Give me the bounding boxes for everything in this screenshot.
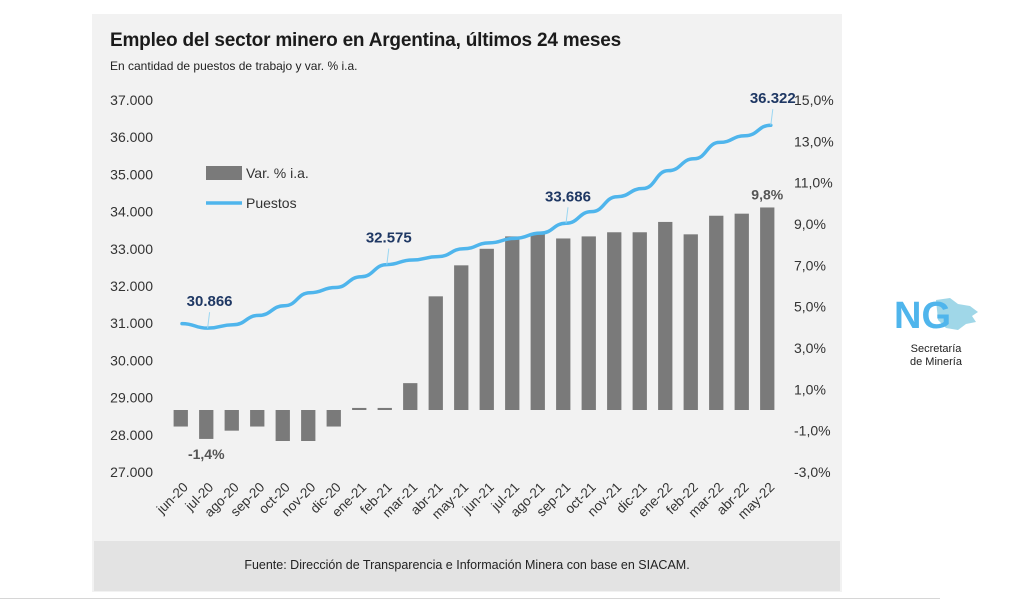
left-axis-tick-label: 35.000: [110, 166, 153, 182]
right-axis-tick-label: 1,0%: [794, 381, 826, 397]
right-axis-tick-label: 13,0%: [794, 133, 834, 149]
bar-var-ia: [301, 410, 316, 441]
right-axis-tick-label: 9,0%: [794, 216, 826, 232]
bar-var-ia: [352, 407, 367, 410]
bar-var-ia: [403, 383, 418, 410]
divider: [0, 598, 940, 599]
logo-text-line1: Secretaría: [910, 343, 962, 355]
right-axis-tick-label: 11,0%: [794, 175, 833, 191]
right-axis-tick-label: 15,0%: [794, 92, 834, 108]
bar-var-ia: [530, 234, 545, 410]
bar-var-ia: [607, 232, 622, 410]
left-axis-tick-label: 31.000: [110, 315, 153, 331]
left-axis-tick-label: 28.000: [110, 427, 153, 443]
source-text: Fuente: Dirección de Transparencia e Inf…: [244, 558, 690, 572]
left-axis-tick-label: 34.000: [110, 204, 153, 220]
bar-var-ia: [632, 232, 647, 410]
data-label-leader: [386, 248, 390, 265]
bar-var-ia: [428, 296, 443, 410]
bar-var-ia: [224, 410, 239, 431]
logo-text-line2: de Minería: [910, 356, 962, 368]
data-label-puestos: 33.686: [545, 188, 591, 205]
bar-var-ia: [479, 248, 494, 410]
bar-var-ia: [658, 221, 673, 410]
line-puestos: [180, 123, 773, 330]
right-axis-tick-label: 7,0%: [794, 257, 826, 273]
bar-var-ia: [377, 407, 392, 410]
right-axis-tick-label: 5,0%: [794, 299, 826, 315]
data-label-var: -1,4%: [188, 446, 225, 462]
data-label-var: 9,8%: [751, 186, 783, 202]
bar-var-ia: [326, 410, 341, 427]
right-axis-tick-label: -1,0%: [794, 423, 831, 439]
chart-title: Empleo del sector minero en Argentina, ú…: [110, 30, 621, 51]
source-footer: Fuente: Dirección de Transparencia e Inf…: [94, 541, 840, 591]
left-axis-tick-label: 33.000: [110, 241, 153, 257]
data-label-puestos: 30.866: [187, 293, 233, 310]
bar-var-ia: [505, 236, 520, 410]
legend-swatch-bar: [206, 166, 242, 180]
bar-var-ia: [199, 410, 214, 439]
left-axis-tick-label: 29.000: [110, 390, 153, 406]
legend-label-line: Puestos: [246, 195, 297, 211]
left-axis-tick-label: 36.000: [110, 129, 153, 145]
bar-var-ia: [581, 236, 596, 410]
bar-var-ia: [734, 213, 749, 410]
legend-label-bar: Var. % i.a.: [246, 165, 309, 181]
right-axis-tick-label: -3,0%: [794, 464, 831, 480]
x-axis-category-label: jun-20: [153, 480, 191, 518]
bar-var-ia: [709, 215, 724, 410]
bar-var-ia: [556, 238, 571, 410]
data-label-leader: [207, 312, 211, 329]
ng-logo-icon: NG: [894, 295, 978, 337]
bar-var-ia: [454, 265, 469, 410]
ministry-logo: NG Secretaría de Minería: [886, 290, 986, 369]
bar-var-ia: [683, 234, 698, 410]
left-axis-tick-label: 30.000: [110, 352, 153, 368]
left-axis-tick-label: 37.000: [110, 92, 153, 108]
bar-var-ia: [173, 410, 188, 427]
data-label-puestos: 36.322: [750, 90, 796, 107]
left-axis-tick-label: 32.000: [110, 278, 153, 294]
data-label-puestos: 32.575: [366, 230, 412, 247]
data-label-leader: [565, 207, 569, 224]
bar-var-ia: [760, 207, 775, 410]
right-axis-tick-label: 3,0%: [794, 340, 826, 356]
bar-var-ia: [275, 410, 290, 441]
logo-mark: NG: [894, 295, 951, 337]
data-label-leader: [770, 109, 774, 126]
chart-subtitle: En cantidad de puestos de trabajo y var.…: [110, 59, 358, 73]
left-axis-tick-label: 27.000: [110, 464, 153, 480]
bar-var-ia: [250, 410, 265, 427]
